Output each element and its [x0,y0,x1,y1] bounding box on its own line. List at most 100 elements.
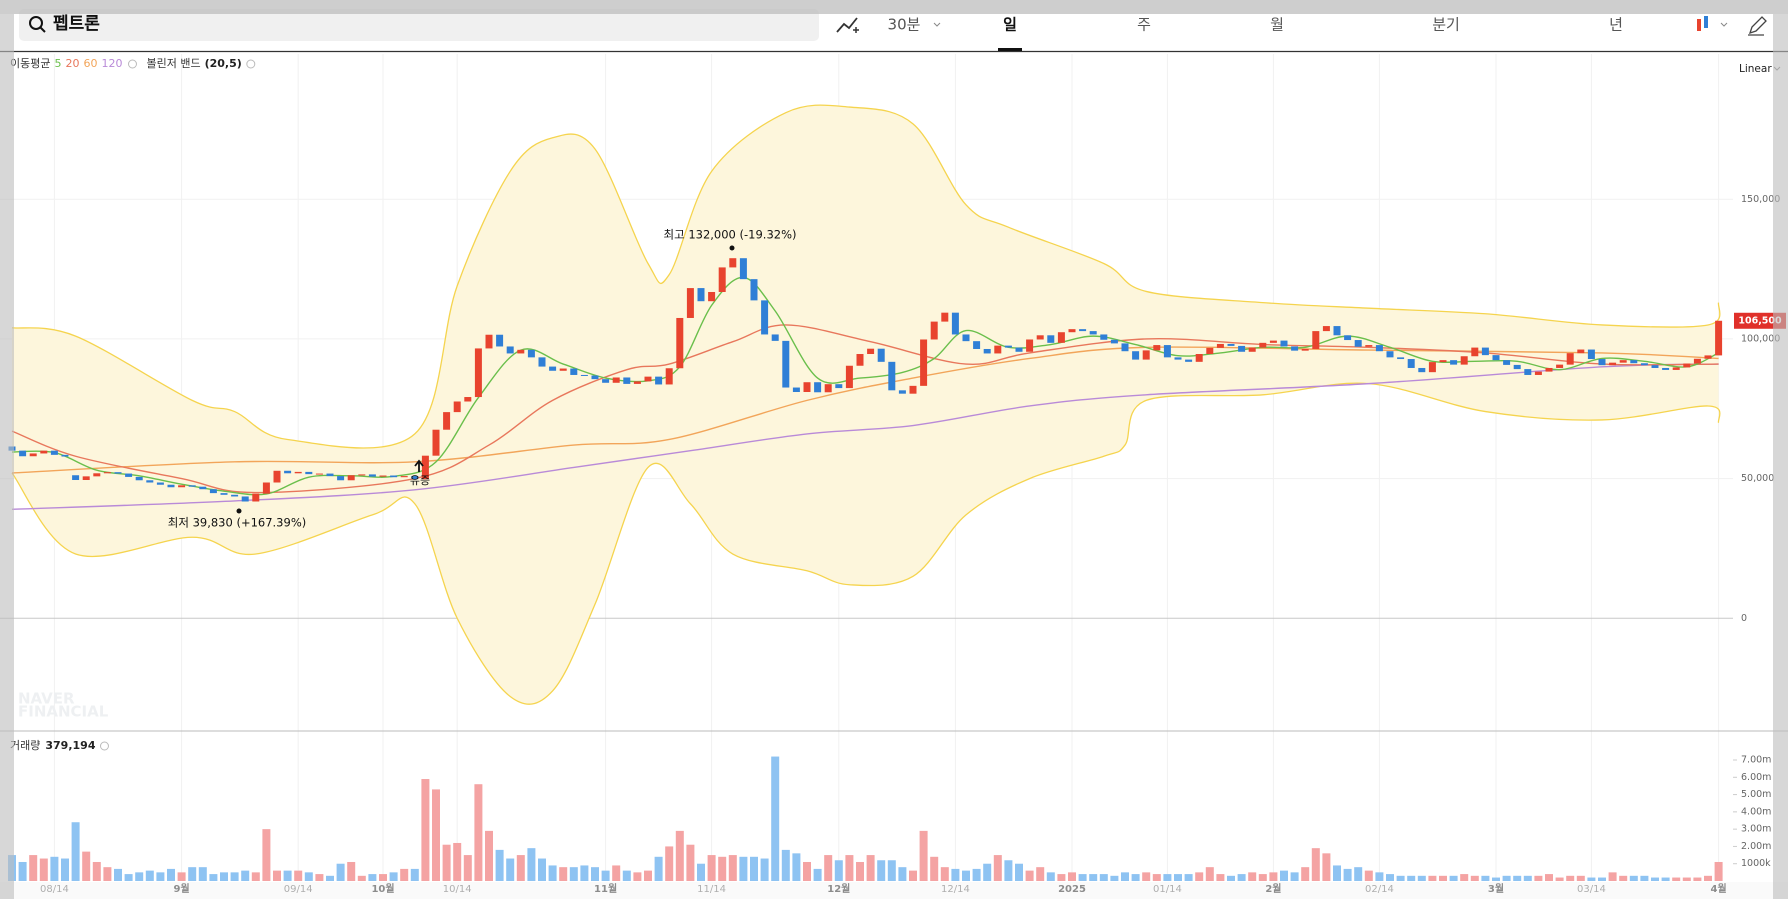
candle-body [867,348,875,355]
candle-body [40,450,48,454]
volume-bar [1015,863,1023,881]
volume-bar [1078,874,1087,881]
volume-bar [601,870,610,881]
frame [0,14,14,899]
candle-body [1132,351,1140,360]
volume-bar [1470,875,1479,881]
volume-bar [400,868,409,881]
volume-bar [877,860,886,881]
volume-bar [1227,875,1235,881]
volume-bar [241,870,250,881]
tab[interactable]: 주 [1137,16,1151,34]
tabs: 30분 일 주 월 분기 년 [888,16,1623,51]
volume-bar [1492,877,1500,881]
volume-bar [1174,874,1182,881]
legend-close[interactable] [99,741,109,751]
volume-bar [92,861,101,881]
candle-body [50,450,58,455]
volume-tick-label: 2.00m [1741,841,1771,852]
volume-bar [273,870,281,881]
candle-body [623,377,631,384]
search-icon[interactable] [39,26,46,33]
volume-tick-label: 6.00m [1741,772,1771,783]
candle-body [845,365,853,389]
candle-body [432,429,440,456]
volume-bar [686,844,695,881]
search-icon[interactable] [29,16,43,30]
candle-body [920,339,928,386]
volume-bar [1152,874,1161,881]
volume-bar [485,830,493,881]
candle-body [284,470,292,474]
volume-bar [1269,872,1278,881]
candle-body [835,384,843,389]
indicator-icon[interactable] [836,17,858,33]
volume-bar [1417,875,1426,881]
volume-bar [71,822,80,881]
candle-body [1057,332,1065,343]
candle-body [1407,359,1415,368]
candle-body [1471,347,1479,357]
candle-body [1354,340,1362,347]
candle-body [1333,326,1341,336]
candle-body [93,473,101,477]
legend-close[interactable] [246,59,256,69]
tab[interactable]: 분기 [1432,16,1460,34]
candle-body [305,471,313,475]
tab[interactable]: 월 [1270,16,1284,34]
candle-body [1683,363,1691,368]
volume-bar [1216,874,1225,881]
volume-bar [1375,872,1384,881]
interval-chevron[interactable] [933,22,941,27]
volume-bar [1110,875,1119,881]
candle-body [1163,345,1171,358]
volume-bar [1258,874,1267,881]
candle-body [665,368,673,385]
candle-body [1089,331,1097,335]
search-box[interactable] [19,9,819,41]
icon-candle[interactable] [1704,16,1708,28]
volume-bar [866,855,875,881]
chart-type-icon[interactable] [1697,16,1728,31]
candle-body [453,401,461,413]
volume-tick-label: 4.00m [1741,806,1771,817]
volume-bar [209,874,218,881]
volume-bar [760,858,769,881]
candle-body [602,379,610,383]
volume-bar [1396,875,1405,881]
volume-bar [18,861,27,881]
candle-body [1036,335,1044,340]
volume-bar [718,856,727,881]
volume-bar [1163,874,1172,881]
legend-entry: 60 [83,57,97,70]
volume-bar [1640,875,1649,881]
indicator-icon[interactable] [853,27,859,33]
tab[interactable]: 일 [1003,16,1017,34]
candle-body [1481,347,1489,356]
candle-body [1418,367,1426,373]
icon-candle[interactable] [1697,19,1701,31]
tab[interactable]: 30분 [888,16,921,34]
volume-bar [1534,875,1543,881]
edit-icon[interactable] [1748,16,1767,36]
search-text[interactable]: 펩트론 [53,14,100,34]
tab[interactable]: 년 [1609,16,1623,34]
candle-body [856,354,864,366]
volume-bar [707,855,716,881]
legend-entry: 5 [54,57,61,70]
candle-body [315,473,323,475]
candle-body [496,334,504,347]
chart-type-chevron[interactable] [1720,22,1728,27]
volume-bar [1460,874,1469,881]
candle-body [1566,353,1574,365]
scale-mode[interactable]: Linear [1739,63,1772,75]
volume-bar [1555,877,1564,881]
candle-body [72,475,80,480]
volume-bar [824,855,833,881]
moving-average [11,324,1719,494]
volume-bar [1449,875,1458,881]
legend-close[interactable] [127,59,137,69]
candle-body [1503,360,1511,365]
volume-bar [909,870,917,881]
candle-body [951,312,959,335]
